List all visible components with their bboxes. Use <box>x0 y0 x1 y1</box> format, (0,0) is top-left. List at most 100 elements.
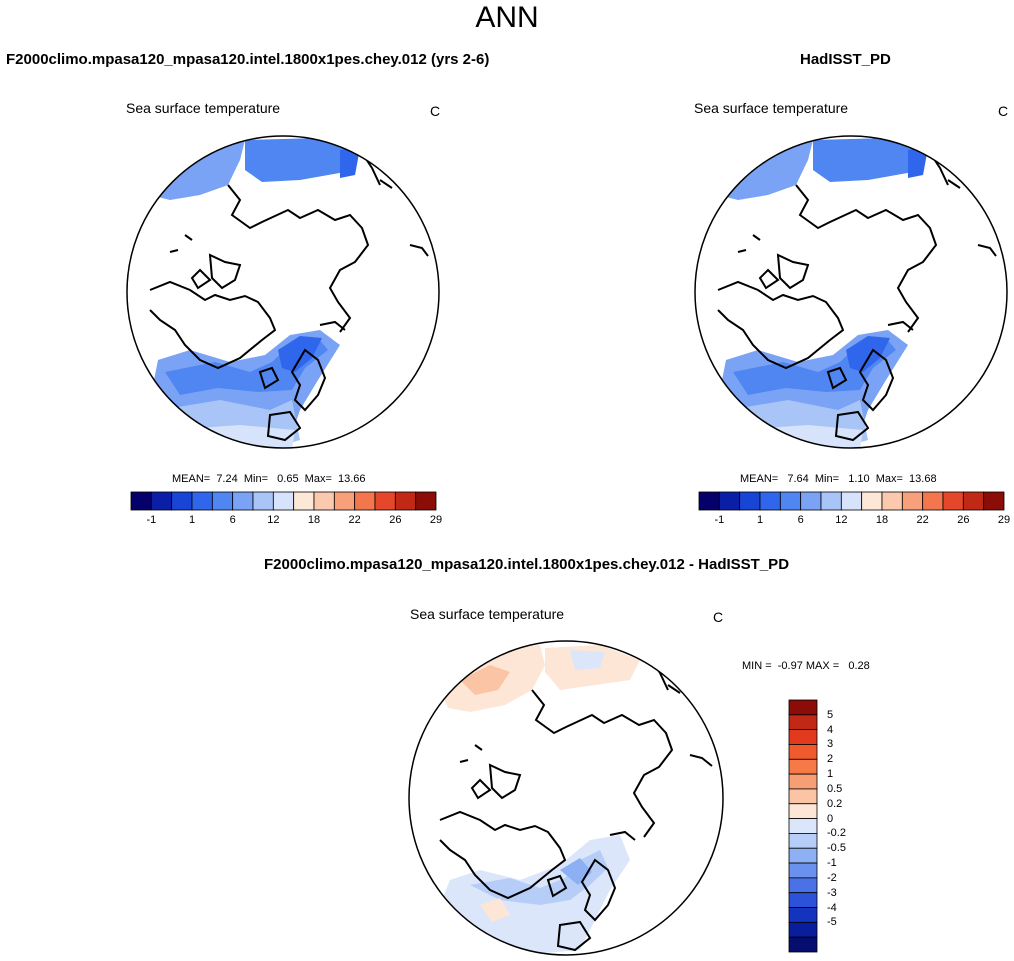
obs-map-border <box>694 135 1008 449</box>
diff-colorbar-tick-label: -2 <box>827 871 837 884</box>
diff-units-label: C <box>713 609 724 625</box>
diff-colorbar-box <box>788 714 818 731</box>
diff-colorbar-tick-label: -3 <box>827 886 837 899</box>
model-colorbar <box>130 491 437 511</box>
model-map <box>127 136 439 448</box>
diff-colorbar-box <box>788 907 818 923</box>
obs-colorbar-tick-label: 6 <box>797 514 804 526</box>
model-colorbar-box <box>150 491 173 511</box>
obs-colorbar-box <box>983 491 1005 511</box>
model-coastlines <box>149 149 429 442</box>
diff-colorbar-box <box>788 803 818 819</box>
model-colorbar-tick-label: 26 <box>389 514 402 526</box>
diff-colorbar-box <box>788 892 818 908</box>
model-colorbar-tick-label: 6 <box>229 514 236 526</box>
model-panel-title: F2000climo.mpasa120_mpasa120.intel.1800x… <box>6 51 490 68</box>
model-colorbar-box <box>232 491 254 511</box>
obs-colorbar-tick-label: 18 <box>875 514 889 526</box>
diff-colorbar <box>788 699 818 953</box>
model-map-border <box>126 135 440 449</box>
diff-colorbar-tick-label: 5 <box>827 708 834 721</box>
diff-colorbar-box <box>788 921 818 938</box>
diff-panel-title: F2000climo.mpasa120_mpasa120.intel.1800x… <box>264 556 790 573</box>
obs-map <box>695 136 1007 448</box>
obs-colorbar-box <box>901 491 924 511</box>
obs-sst-pacific-east <box>813 138 923 182</box>
diff-colorbar-box <box>788 744 818 760</box>
model-colorbar-box <box>333 491 356 511</box>
obs-coastlines <box>717 149 997 442</box>
model-colorbar-tick-label: 12 <box>267 514 280 526</box>
diff-coastlines <box>439 654 713 952</box>
obs-stats: MEAN= 7.64 Min= 1.10 Max= 13.68 <box>740 473 937 485</box>
obs-colorbar-box <box>922 491 944 511</box>
obs-colorbar-box <box>800 491 822 511</box>
model-units-label: C <box>430 103 441 119</box>
obs-colorbar-box <box>739 491 761 511</box>
obs-units-label: C <box>998 103 1009 119</box>
diff-colorbar-box <box>788 699 818 716</box>
obs-colorbar-box <box>881 491 903 511</box>
obs-panel-title: HadISST_PD <box>800 51 891 68</box>
diff-colorbar-box <box>788 877 818 894</box>
diff-colorbar-box <box>788 758 818 775</box>
diff-colorbar-box <box>788 818 818 834</box>
model-colorbar-box <box>171 491 193 511</box>
model-colorbar-box <box>252 491 274 511</box>
diff-colorbar-tick-label: 4 <box>827 723 834 736</box>
obs-colorbar-box <box>779 491 802 511</box>
diff-colorbar-box <box>788 847 818 864</box>
model-colorbar-box <box>374 491 396 511</box>
model-colorbar-box <box>394 491 417 511</box>
diff-variable-label: Sea surface temperature <box>410 606 565 622</box>
diff-colorbar-box <box>788 773 818 790</box>
model-colorbar-tick-label: 29 <box>429 514 443 526</box>
diff-colorbar-tick-label: -1 <box>827 857 837 870</box>
diff-colorbar-box <box>788 833 818 849</box>
diff-colorbar-tick-label: -5 <box>827 916 837 929</box>
model-colorbar-box <box>191 491 213 511</box>
diff-colorbar-tick-label: -0.5 <box>827 842 846 855</box>
model-colorbar-box <box>313 491 335 511</box>
obs-colorbar-box <box>718 491 741 511</box>
model-colorbar-box <box>211 491 234 511</box>
model-sst-pacific-east <box>245 138 355 182</box>
diff-colorbar-tick-label: -4 <box>827 901 837 914</box>
diff-stats: MIN = -0.97 MAX = 0.28 <box>742 660 870 672</box>
model-variable-label: Sea surface temperature <box>126 100 281 116</box>
obs-colorbar <box>698 491 1005 511</box>
obs-colorbar-box <box>861 491 883 511</box>
model-colorbar-box <box>130 491 152 511</box>
obs-colorbar-tick-label: 26 <box>957 514 970 526</box>
diff-colorbar-box <box>788 729 818 745</box>
obs-colorbar-tick-label: 12 <box>835 514 848 526</box>
obs-colorbar-box <box>820 491 842 511</box>
diff-map-border <box>408 640 724 956</box>
diff-colorbar-tick-label: 1 <box>827 768 834 781</box>
model-colorbar-box <box>293 491 315 511</box>
model-colorbar-box <box>272 491 295 511</box>
obs-variable-label: Sea surface temperature <box>694 100 849 116</box>
model-colorbar-tick-label: -1 <box>146 514 157 526</box>
diff-colorbar-tick-label: 2 <box>827 753 834 766</box>
diff-colorbar-tick-label: 0.2 <box>827 797 843 810</box>
obs-colorbar-box <box>698 491 720 511</box>
diff-colorbar-tick-label: 0 <box>827 812 834 825</box>
obs-colorbar-tick-label: 29 <box>997 514 1011 526</box>
obs-colorbar-box <box>962 491 985 511</box>
model-colorbar-tick-label: 22 <box>348 514 361 526</box>
obs-colorbar-tick-label: 22 <box>916 514 929 526</box>
diff-colorbar-tick-label: 0.5 <box>827 782 843 795</box>
diff-map <box>409 641 723 955</box>
obs-colorbar-tick-label: 1 <box>756 514 764 526</box>
diff-colorbar-box <box>788 936 818 953</box>
obs-colorbar-tick-label: -1 <box>714 514 725 526</box>
model-stats: MEAN= 7.24 Min= 0.65 Max= 13.66 <box>172 473 366 485</box>
obs-colorbar-box <box>942 491 964 511</box>
diff-colorbar-box <box>788 862 818 879</box>
diff-colorbar-tick-label: -0.2 <box>827 827 846 840</box>
model-colorbar-tick-label: 18 <box>307 514 321 526</box>
model-colorbar-box <box>415 491 437 511</box>
diff-colorbar-tick-label: 3 <box>827 738 834 751</box>
